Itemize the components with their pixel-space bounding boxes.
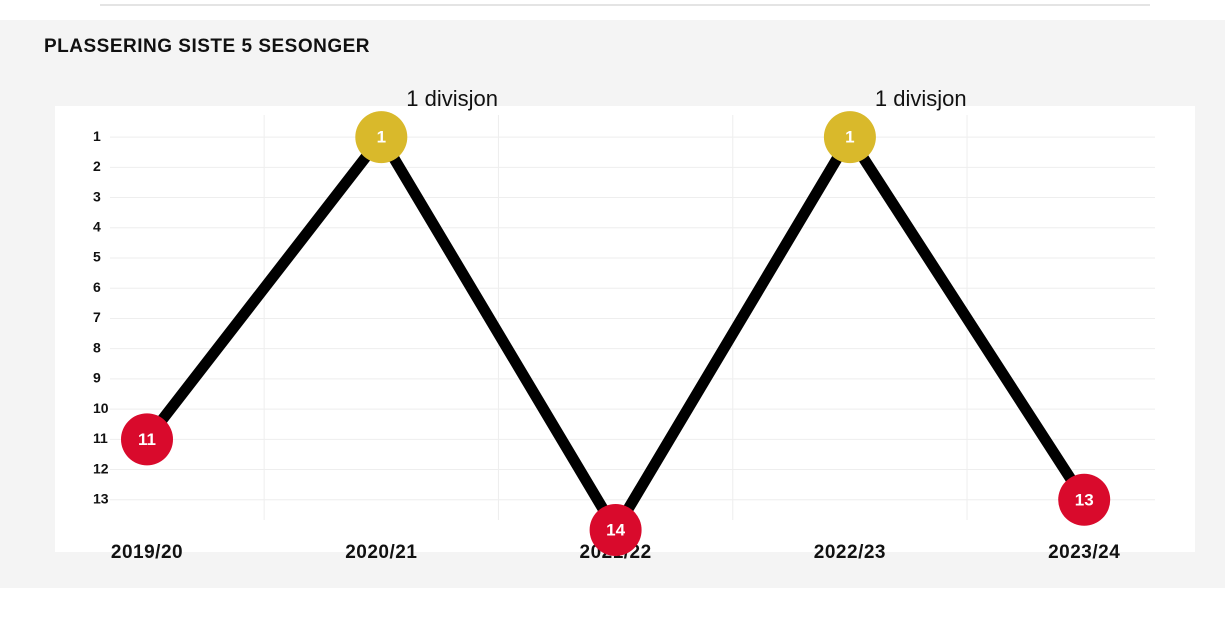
y-tick-label: 6 [93,279,101,295]
y-tick-label: 1 [93,128,101,144]
y-tick-label: 3 [93,188,101,204]
x-tick-label: 2023/24 [1048,542,1120,563]
data-label: 13 [1075,490,1094,509]
chart-title: PLASSERING SISTE 5 SESONGER [44,36,370,57]
y-tick-label: 12 [93,460,109,476]
y-tick-label: 5 [93,249,101,265]
y-tick-label: 4 [93,218,101,234]
data-label: 1 [377,128,386,147]
point [355,111,408,164]
y-tick-label: 8 [93,339,101,355]
y-tick-label: 13 [93,490,109,506]
point [823,111,876,164]
y-tick-label: 2 [93,158,101,174]
point [1058,473,1111,526]
x-tick-label: 2020/21 [345,542,417,563]
x-tick-label: 2022/23 [814,542,886,563]
y-tick-label: 9 [93,370,101,386]
annotation: 1 divisjon [406,86,498,111]
data-label: 1 [845,128,854,147]
point [121,413,173,466]
y-tick-label: 10 [93,400,109,416]
point [589,504,642,556]
y-tick-label: 11 [93,430,108,446]
data-label: 11 [138,430,156,449]
data-label: 14 [606,520,625,539]
x-tick-label: 2019/20 [111,542,183,563]
y-tick-label: 7 [93,309,101,325]
plot-area [55,106,1195,552]
annotation: 1 divisjon [875,86,967,111]
